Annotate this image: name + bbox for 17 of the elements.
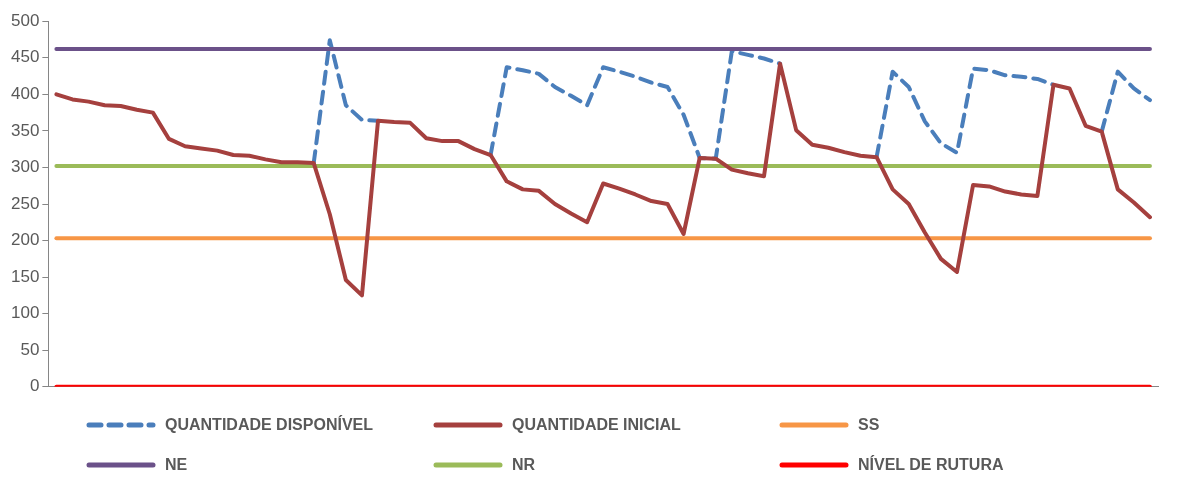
legend-label: NE [165, 456, 188, 474]
legend-label: NÍVEL DE RUTURA [858, 456, 1004, 474]
y-tick-label: 500 [10, 10, 40, 30]
legend-label: QUANTIDADE DISPONÍVEL [165, 416, 374, 434]
y-tick-label: 100 [10, 303, 40, 323]
y-tick-label: 50 [20, 339, 40, 359]
y-tick-label: 250 [10, 193, 40, 213]
y-tick-label: 450 [10, 47, 40, 67]
y-tick-label: 350 [10, 120, 40, 140]
legend-label: NR [512, 456, 536, 474]
y-tick-label: 400 [10, 84, 40, 104]
y-tick-label: 150 [10, 266, 40, 286]
legend-label: SS [858, 416, 880, 434]
y-tick-label: 200 [10, 230, 40, 250]
y-tick-label: 0 [29, 376, 40, 396]
legend-label: QUANTIDADE INICIAL [512, 416, 681, 434]
y-tick-label: 300 [10, 157, 40, 177]
